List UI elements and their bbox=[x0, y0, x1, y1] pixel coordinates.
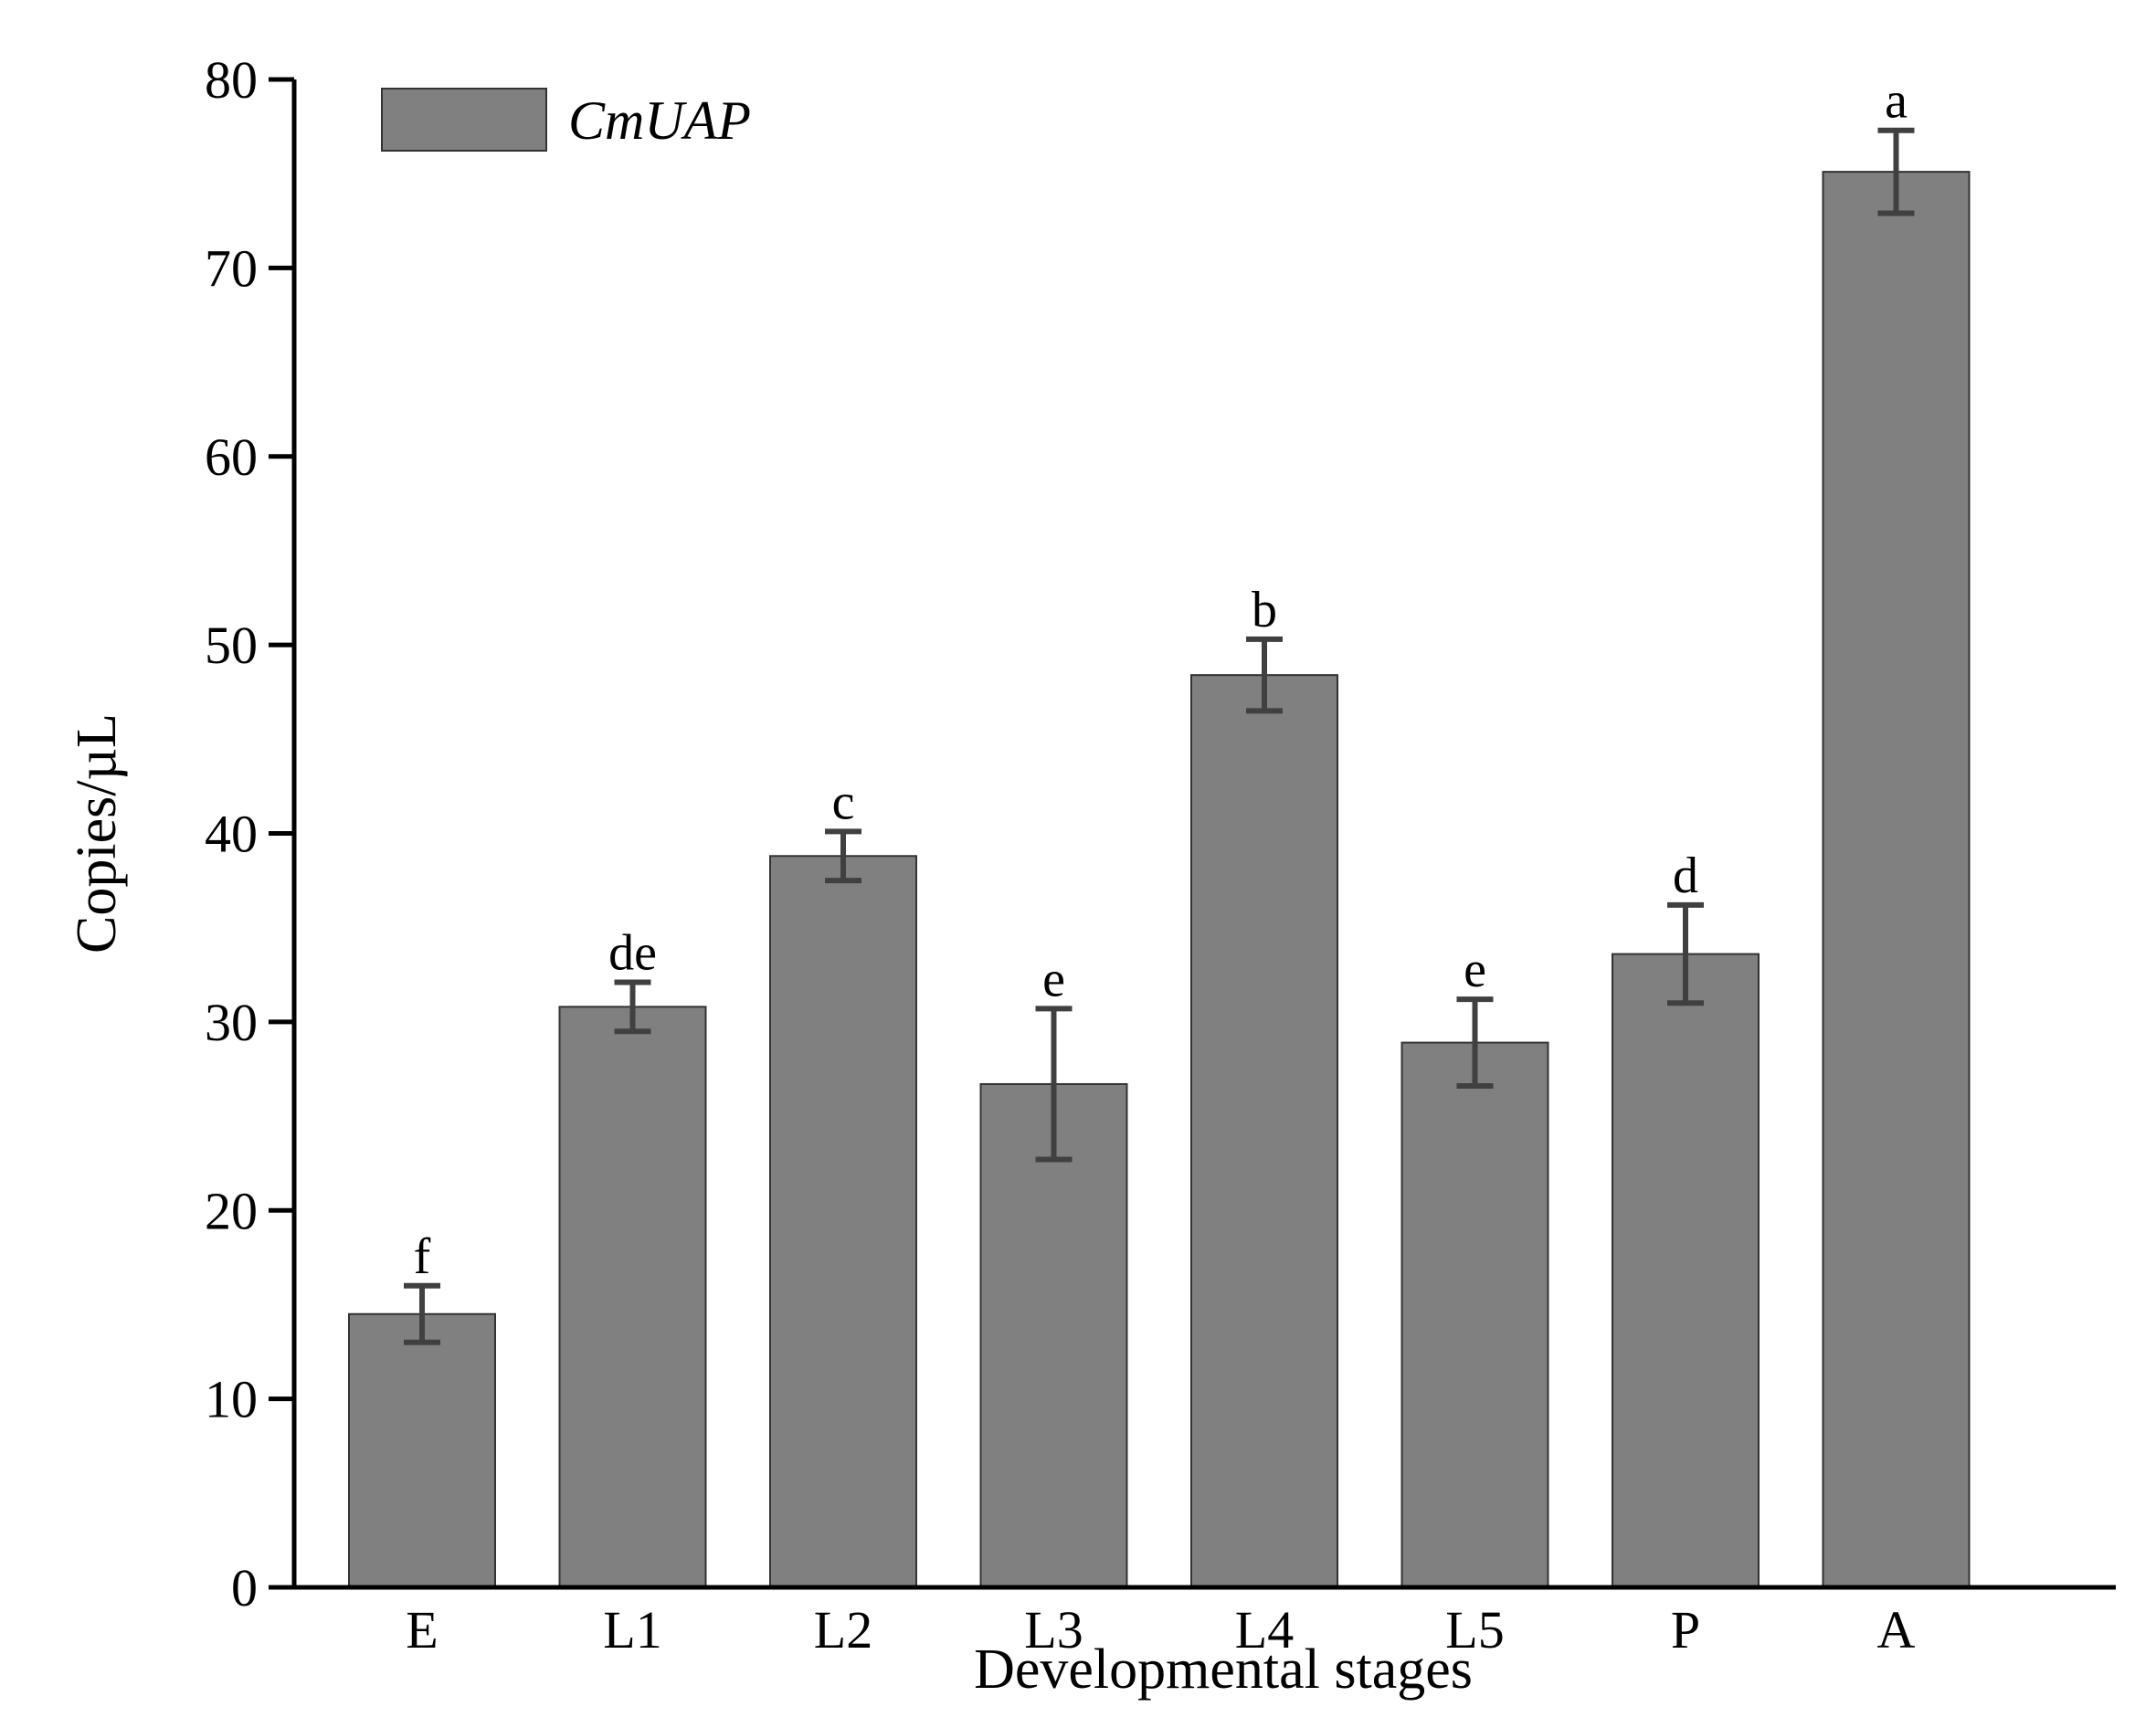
y-tick-label: 10 bbox=[205, 1370, 258, 1429]
bars-layer bbox=[348, 171, 1971, 1589]
x-tick-label-E: E bbox=[406, 1600, 438, 1660]
bar-L1 bbox=[558, 1006, 707, 1588]
y-tick-label: 80 bbox=[205, 50, 258, 110]
error-bar-E bbox=[404, 1282, 440, 1345]
significance-label-L5: e bbox=[1464, 942, 1486, 998]
x-tick-labels-layer: E L1 L2 L3 L4 L5 P A bbox=[406, 1600, 1915, 1660]
y-axis-title: Copies/µL bbox=[66, 713, 128, 954]
x-tick-label-L1: L1 bbox=[603, 1600, 661, 1660]
y-tick-label: 30 bbox=[205, 993, 258, 1052]
x-axis-title: Developmental stages bbox=[974, 1638, 1473, 1701]
error-bar-L2 bbox=[825, 828, 861, 884]
y-tick-label: 20 bbox=[205, 1181, 258, 1240]
significance-label-L3: e bbox=[1042, 951, 1065, 1007]
significance-label-A: a bbox=[1885, 73, 1908, 130]
y-tick-label: 50 bbox=[205, 616, 258, 675]
x-tick-label-P: P bbox=[1671, 1600, 1700, 1660]
y-tick-label: 60 bbox=[205, 427, 258, 487]
bar-E bbox=[348, 1312, 496, 1588]
significance-label-L2: c bbox=[832, 774, 855, 830]
significance-label-L1: de bbox=[608, 925, 657, 982]
bar-L5 bbox=[1400, 1041, 1549, 1589]
y-ticks-layer: 0 10 20 30 40 50 60 70 80 bbox=[205, 50, 294, 1617]
y-tick-label: 40 bbox=[205, 805, 258, 864]
bar-L3 bbox=[979, 1082, 1128, 1588]
significance-label-L4: b bbox=[1252, 582, 1277, 638]
y-tick-label: 70 bbox=[205, 238, 258, 298]
x-tick-label-A: A bbox=[1877, 1600, 1916, 1660]
significance-label-E: f bbox=[414, 1228, 431, 1285]
x-tick-label-L5: L5 bbox=[1445, 1600, 1504, 1660]
error-bar-L1 bbox=[614, 979, 651, 1035]
bar-P bbox=[1612, 953, 1760, 1588]
x-tick-label-L2: L2 bbox=[814, 1600, 872, 1660]
bar-L4 bbox=[1190, 674, 1338, 1588]
error-bars-layer bbox=[404, 127, 1915, 1345]
x-tick-label-L3: L3 bbox=[1024, 1600, 1083, 1660]
bar-A bbox=[1822, 171, 1971, 1588]
significance-label-P: d bbox=[1673, 848, 1698, 904]
error-bar-A bbox=[1877, 127, 1915, 216]
bar-L2 bbox=[769, 855, 917, 1588]
x-tick-label-L4: L4 bbox=[1235, 1600, 1294, 1660]
legend-swatch bbox=[381, 88, 547, 152]
error-bar-L5 bbox=[1456, 996, 1494, 1090]
y-tick-label: 0 bbox=[231, 1558, 258, 1617]
legend: CmUAP bbox=[381, 88, 751, 152]
error-bar-L4 bbox=[1246, 636, 1283, 714]
error-bar-L3 bbox=[1035, 1006, 1073, 1163]
error-bar-P bbox=[1667, 901, 1704, 1006]
legend-label: CmUAP bbox=[568, 90, 751, 151]
significance-labels-layer: f de c e b e d a bbox=[414, 73, 1908, 1285]
